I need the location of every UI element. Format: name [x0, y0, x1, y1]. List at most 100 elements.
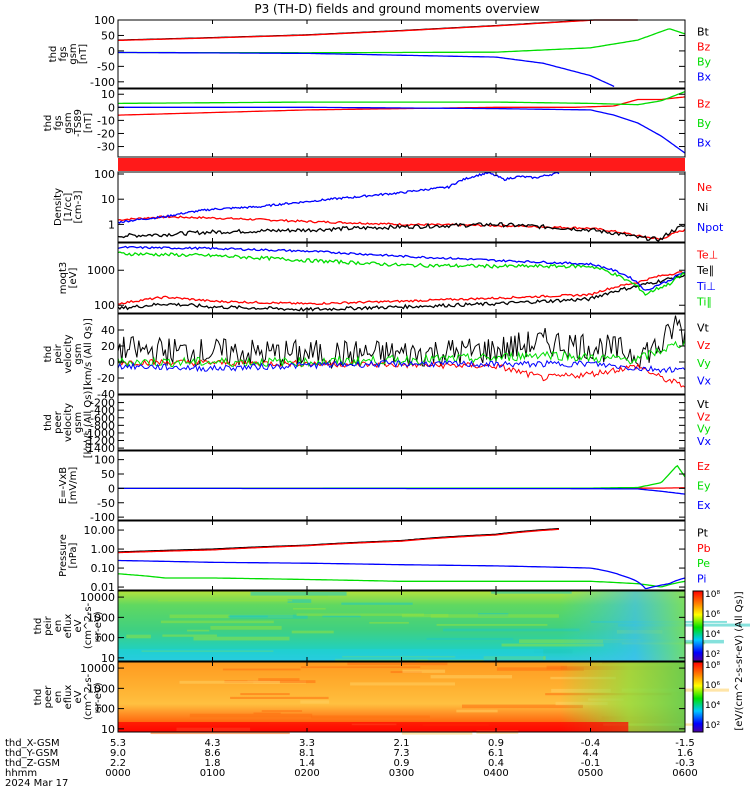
- spectrogram-streak: [443, 628, 580, 632]
- x-row-value: 0300: [389, 768, 414, 779]
- x-row-value: 1.6: [677, 748, 693, 759]
- x-row-value: -0.3: [675, 758, 695, 769]
- spectrogram-streak: [210, 625, 282, 630]
- spectrogram-streak: [229, 614, 308, 619]
- y-axis-label-line: [1/cc]: [63, 193, 74, 222]
- y-tick-label: 10: [101, 652, 115, 665]
- y-axis-label-line: fgs: [58, 46, 69, 61]
- spectrogram-streak: [322, 614, 361, 618]
- y-axis-label-line: gsm: [73, 412, 84, 433]
- spectrogram-streak: [546, 665, 568, 670]
- y-axis-label-line: peir: [43, 615, 54, 635]
- spectrogram-streak: [401, 730, 473, 735]
- x-row-value: 8.6: [205, 748, 221, 759]
- y-tick-label: 1000: [87, 682, 115, 695]
- y-axis-label-line: [cm-3]: [73, 190, 84, 223]
- y-axis-label-line: [eV]: [68, 268, 79, 289]
- series-Ti∥-line: [117, 251, 686, 296]
- y-tick-label: -400: [90, 404, 115, 417]
- spectrogram-streak: [150, 731, 290, 735]
- x-row-value: 0100: [200, 768, 225, 779]
- y-axis-label-line: velocity: [63, 334, 74, 373]
- spectrogram-streak: [189, 713, 313, 718]
- legend-Ti∥: Ti∥: [696, 295, 712, 308]
- y-tick-label: 10: [101, 88, 115, 101]
- y-axis-label-line: eflux: [63, 685, 74, 710]
- y-axis-label: moqt3 [eV]: [58, 262, 79, 295]
- colorbar-ion: [692, 590, 704, 662]
- legend-Bx: Bx: [697, 71, 712, 84]
- y-tick-label: 1.00: [91, 543, 116, 556]
- y-tick-label: 50: [101, 468, 115, 481]
- y-tick-label: 0.10: [91, 562, 116, 575]
- y-axis-label-line: moqt3: [58, 262, 69, 295]
- colorbar-tick-label: 10²: [705, 721, 720, 731]
- colorbar-unit-label: [eV/(cm^2-s-sr-eV) (All Qs)]: [734, 591, 745, 730]
- y-tick-label: 0: [108, 101, 115, 114]
- y-tick-label: -200: [90, 397, 115, 410]
- ephemeris-strip: [118, 158, 685, 171]
- spectrogram-streak: [296, 613, 424, 616]
- series-Vx-line: [117, 359, 686, 374]
- series-Pb-line: [118, 528, 560, 554]
- spectrogram-streak: [496, 667, 584, 671]
- legend-Vt: Vt: [697, 398, 710, 411]
- y-tick-label: 100: [94, 454, 115, 467]
- x-row-value: 3.3: [299, 738, 315, 749]
- panel-frame: [117, 520, 686, 591]
- x-row-value: 4.4: [583, 748, 599, 759]
- y-tick-label: 40: [101, 324, 115, 337]
- spectrogram-streak: [461, 704, 583, 709]
- series-By-line: [118, 28, 686, 54]
- x-row-value: 9.0: [110, 748, 126, 759]
- y-tick-label: 0: [108, 482, 115, 495]
- colorbar-tick-label: 10⁴: [705, 701, 720, 711]
- y-axis-label: thd peir velocity gsm [km/s (All Qs)]: [43, 318, 94, 390]
- y-axis-label: thd fgs gsm -TS89 [nT]: [43, 109, 94, 137]
- y-axis-label: Pressure [nPa]: [58, 534, 79, 577]
- y-axis-label: thd peer en eflux eV (cm^2-s-sr-eV): [33, 673, 104, 720]
- x-row-value: 0.9: [394, 758, 410, 769]
- y-tick-label: 20: [101, 340, 115, 353]
- y-tick-label: -40: [97, 388, 115, 401]
- x-row-value: 0.9: [488, 738, 504, 749]
- spectrogram-low-energy: [118, 722, 629, 732]
- legend-Vz: Vz: [697, 410, 711, 423]
- legend-Bz: Bz: [697, 98, 711, 111]
- spectrogram-streak: [401, 613, 449, 618]
- y-tick-label: 1: [108, 218, 115, 231]
- y-axis-label: thd peer velocity gsm [km/s (All Qs)]: [43, 387, 94, 459]
- colorbar-tick-label: 10⁸: [705, 661, 720, 671]
- x-row-value: -1.5: [675, 738, 695, 749]
- y-axis-label-line: thd: [33, 689, 44, 706]
- panel-9: 10000 1000 100 10 thd peir en eflux eV (cm^2-s-sr…: [33, 590, 750, 665]
- colorbar-tick-label: 10²: [705, 650, 720, 660]
- y-axis-label-line: [nPa]: [68, 542, 79, 568]
- colorbar-tick-label: 10⁴: [705, 630, 720, 640]
- y-axis-label-line: -TS89: [73, 109, 84, 137]
- y-axis-label-line: peer: [43, 685, 54, 709]
- spectrogram-late-interval: [560, 591, 685, 661]
- spectrogram-streak: [456, 709, 498, 713]
- spectrogram-streak: [240, 693, 290, 696]
- legend-Vt: Vt: [697, 321, 710, 334]
- colorbar-electron: [692, 661, 704, 733]
- x-row-value: 0200: [294, 768, 319, 779]
- spectrogram-streak: [491, 591, 572, 594]
- series-Vt-line: [117, 315, 686, 370]
- chart-title: P3 (TH-D) fields and ground moments over…: [254, 2, 539, 16]
- colorbar-tick-label: 10⁶: [705, 681, 720, 691]
- date-label: 2024 Mar 17: [5, 778, 68, 789]
- y-axis-label-line: eV: [73, 690, 84, 703]
- panel-frame: [117, 394, 686, 451]
- y-tick-label: 0: [108, 356, 115, 369]
- y-axis-label-line: sr-eV): [93, 611, 104, 640]
- x-row-value: 8.1: [299, 748, 315, 759]
- y-axis-label-line: (cm^2-s-: [83, 673, 94, 720]
- spectrogram-streak: [253, 712, 281, 715]
- spectrogram-streak: [430, 614, 559, 618]
- y-tick-label: 50: [101, 29, 115, 42]
- legend-Vx: Vx: [697, 435, 712, 448]
